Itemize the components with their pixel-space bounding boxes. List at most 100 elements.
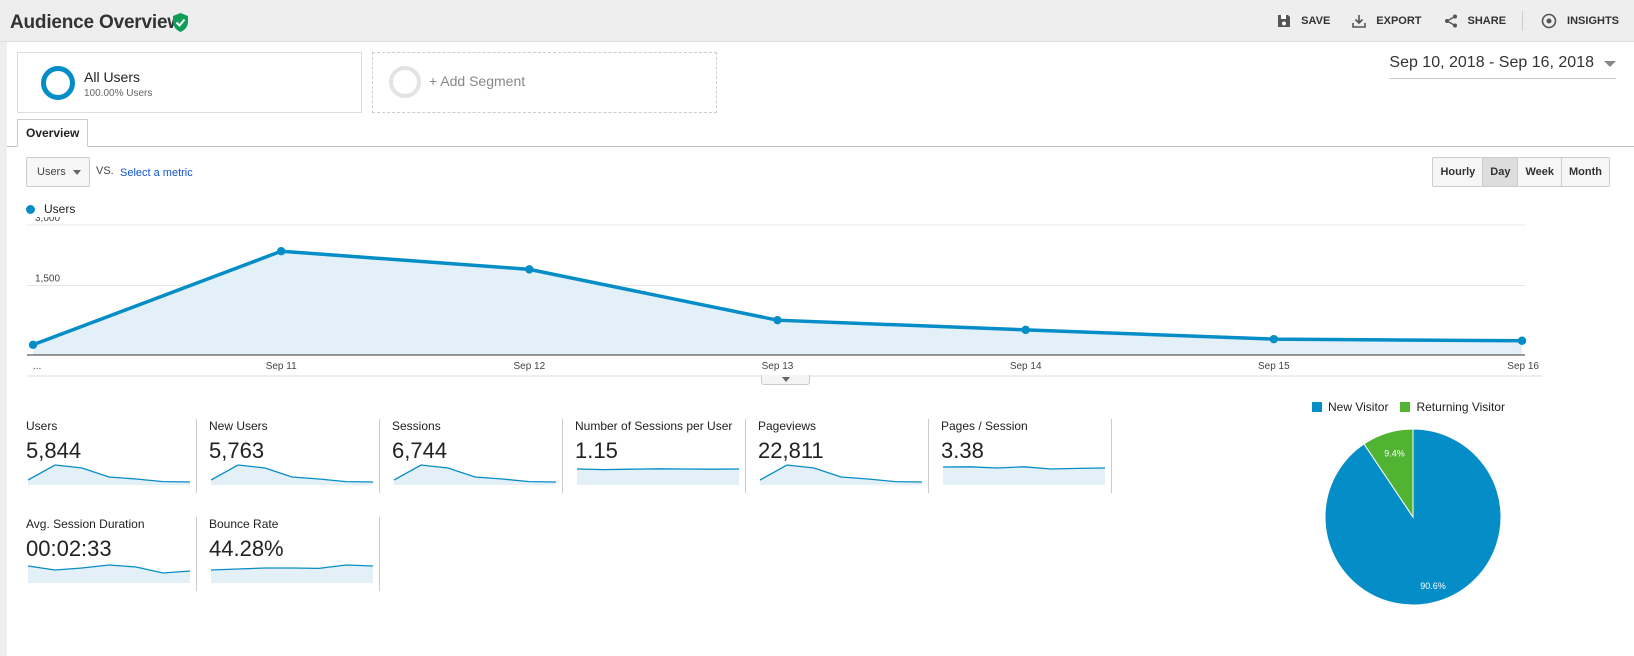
- segment-name: All Users: [84, 69, 141, 85]
- data-point[interactable]: [773, 315, 782, 325]
- empty-segment-ring-icon: [389, 66, 421, 98]
- segment-all-users[interactable]: All Users 100.00% Users: [17, 52, 362, 113]
- pie-legend-label: Returning Visitor: [1416, 400, 1505, 414]
- page-title: Audience Overview: [10, 12, 182, 33]
- date-range-value: Sep 10, 2018 - Sep 16, 2018: [1389, 54, 1594, 71]
- save-icon: [1278, 15, 1291, 27]
- granularity-hourly[interactable]: Hourly: [1433, 158, 1483, 186]
- data-point[interactable]: [28, 340, 38, 349]
- scorecard-label: Pages / Session: [941, 419, 1028, 433]
- sparkline: [943, 466, 1105, 485]
- granularity-week[interactable]: Week: [1517, 158, 1562, 186]
- download-icon: [1352, 15, 1367, 28]
- granularity-day[interactable]: Day: [1482, 158, 1518, 186]
- metric-dropdown-value: Users: [37, 166, 66, 178]
- scorecard-value: 22,811: [758, 438, 824, 463]
- tab-overview[interactable]: Overview: [17, 119, 89, 147]
- scorecard-number-of-sessions-per-user[interactable]: Number of Sessions per User 1.15: [563, 419, 746, 493]
- granularity-toggle: Hourly Day Week Month: [1432, 157, 1610, 187]
- add-segment-button[interactable]: + Add Segment: [372, 52, 717, 113]
- scorecard-value: 5,844: [26, 438, 82, 463]
- pie-legend: New Visitor Returning Visitor: [1312, 400, 1517, 414]
- x-tick-label: ...: [33, 361, 41, 372]
- scorecard-value: 00:02:33: [26, 536, 112, 561]
- data-point[interactable]: [1269, 334, 1279, 344]
- sparkline-line: [28, 564, 190, 574]
- chart-legend: Users: [26, 202, 75, 216]
- legend-swatch: [1400, 402, 1411, 412]
- report-toolbar: SAVE EXPORT SHARE INSIGHTS: [1255, 0, 1619, 42]
- scorecard-value: 44.28%: [209, 536, 284, 561]
- export-button[interactable]: EXPORT: [1352, 14, 1422, 28]
- sparkline-line: [577, 468, 739, 471]
- users-area: [33, 251, 1522, 355]
- users-line-chart: 1,500 3,000... Sep 11 Sep 12 Sep 13 Sep 14 Sep…: [27, 217, 1542, 377]
- y-tick-label: 1,500: [35, 274, 60, 285]
- pie-legend-returning-visitor: Returning Visitor: [1400, 400, 1505, 414]
- pie-legend-label: New Visitor: [1328, 400, 1389, 414]
- select-metric-link[interactable]: Select a metric: [120, 167, 193, 179]
- y-tick-label: 3,000: [35, 217, 60, 224]
- scorecard-users[interactable]: Users 5,844: [14, 419, 197, 493]
- share-button[interactable]: SHARE: [1444, 14, 1507, 28]
- insights-button[interactable]: INSIGHTS: [1541, 13, 1619, 29]
- sparkline-line: [394, 464, 556, 483]
- scorecard-label: Avg. Session Duration: [26, 517, 145, 531]
- legend-swatch: [26, 204, 35, 214]
- scorecard-label: New Users: [209, 419, 268, 433]
- sparkline-area: [211, 465, 373, 485]
- sparkline-line: [760, 464, 922, 483]
- save-button[interactable]: SAVE: [1277, 14, 1330, 28]
- chart-expand-handle[interactable]: [761, 375, 810, 385]
- sparkline: [211, 564, 373, 583]
- sparkline-area: [394, 465, 556, 485]
- scorecard-pages-session[interactable]: Pages / Session 3.38: [929, 419, 1112, 493]
- metric-dropdown[interactable]: Users: [26, 157, 90, 187]
- scorecard-avg-session-duration[interactable]: Avg. Session Duration 00:02:33: [14, 517, 197, 591]
- data-point[interactable]: [1517, 336, 1527, 345]
- share-icon: [1444, 14, 1457, 28]
- scorecard-sessions[interactable]: Sessions 6,744: [380, 419, 563, 493]
- chevron-down-icon: [1604, 61, 1616, 67]
- x-tick-label: Sep 13: [762, 361, 794, 372]
- x-tick-label: Sep 16: [1507, 361, 1539, 372]
- sparkline-area: [760, 465, 922, 485]
- scorecard-new-users[interactable]: New Users 5,763: [197, 419, 380, 493]
- x-tick-label: Sep 15: [1258, 361, 1290, 372]
- toolbar-divider: [1522, 11, 1524, 31]
- sparkline-area: [943, 466, 1105, 485]
- scorecard-label: Number of Sessions per User: [575, 419, 733, 433]
- sparkline: [211, 464, 373, 485]
- verified-shield-icon: [173, 13, 188, 32]
- add-segment-label: + Add Segment: [429, 73, 526, 89]
- insights-icon: [1541, 13, 1557, 29]
- scorecard-pageviews[interactable]: Pageviews 22,811: [746, 419, 929, 493]
- legend-label: Users: [44, 202, 76, 216]
- sparkline-line: [211, 564, 373, 571]
- segment-ring-icon: [41, 66, 75, 100]
- share-label: SHARE: [1467, 15, 1507, 27]
- sparkline-area: [28, 565, 190, 583]
- pie-slice-returning-visitor[interactable]: [1363, 428, 1414, 519]
- sparkline: [394, 464, 556, 485]
- sparkline: [577, 468, 739, 485]
- report-panel: All Users 100.00% Users + Add Segment Se…: [7, 42, 1634, 656]
- sparkline: [760, 464, 922, 485]
- sparkline-area: [577, 468, 739, 485]
- sparkline: [28, 464, 190, 485]
- data-point[interactable]: [276, 247, 286, 256]
- segment-percentage: 100.00% Users: [84, 88, 153, 99]
- x-tick-label: Sep 14: [1010, 361, 1042, 372]
- data-point[interactable]: [1021, 325, 1030, 335]
- chevron-down-icon: [73, 170, 81, 175]
- data-point[interactable]: [525, 265, 534, 274]
- vs-label: VS.: [96, 165, 114, 177]
- scorecard-label: Users: [26, 419, 58, 433]
- x-tick-label: Sep 12: [513, 361, 545, 372]
- insights-label: INSIGHTS: [1567, 15, 1619, 27]
- date-range-picker[interactable]: Sep 10, 2018 - Sep 16, 2018: [1389, 54, 1616, 79]
- scorecard-label: Bounce Rate: [209, 517, 279, 531]
- scorecard-value: 1.15: [575, 438, 618, 463]
- scorecard-bounce-rate[interactable]: Bounce Rate 44.28%: [197, 517, 380, 591]
- granularity-month[interactable]: Month: [1561, 158, 1609, 186]
